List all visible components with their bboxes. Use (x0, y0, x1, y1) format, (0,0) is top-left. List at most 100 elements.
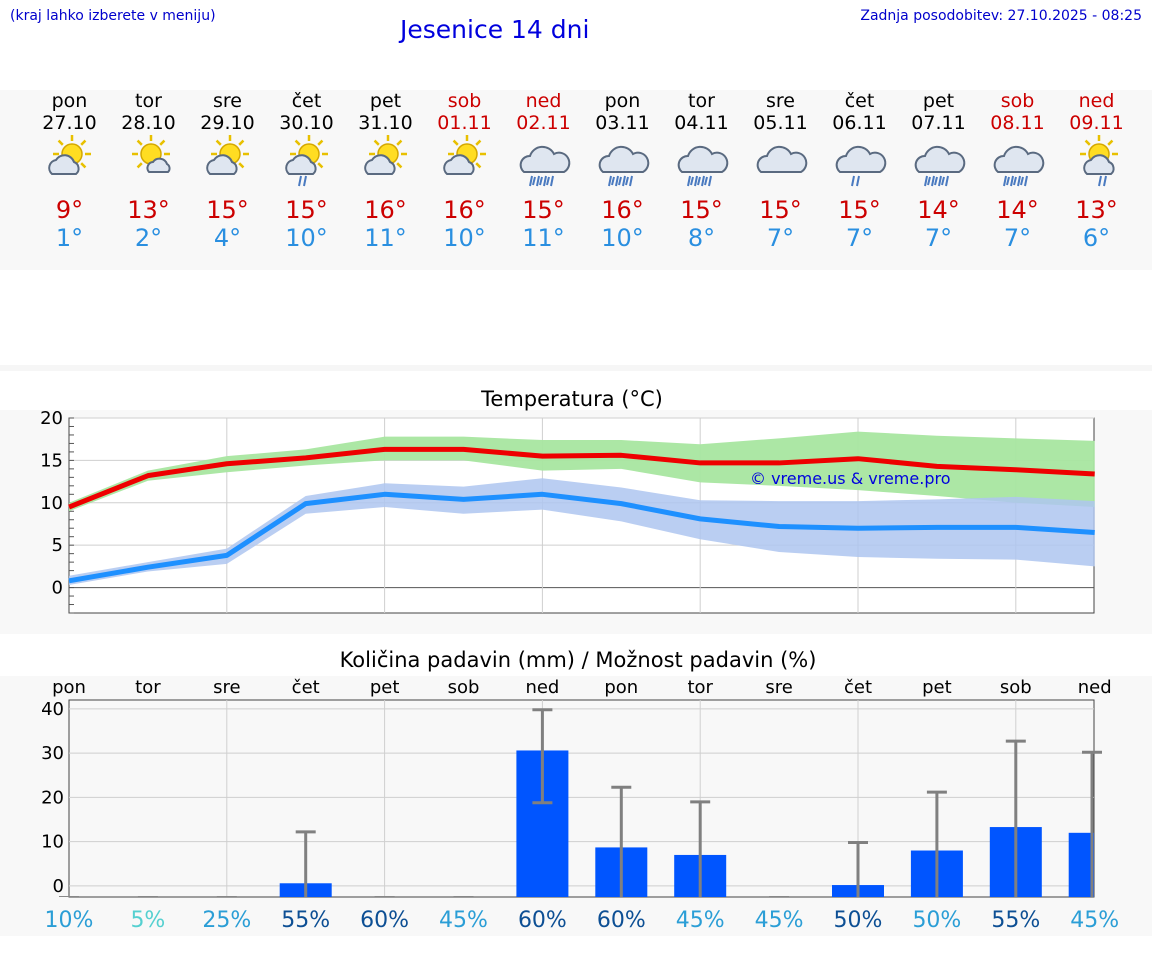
page-title: Jesenice 14 dni (400, 15, 590, 44)
precipitation-bar (1068, 832, 1094, 897)
max-temperature: 9° (55, 196, 84, 224)
precipitation-day-label: sob (448, 677, 480, 698)
day-column: sre 05.11 15° 7° (741, 90, 820, 252)
day-name: pon (51, 90, 88, 112)
sun-cloud-icon (363, 135, 407, 175)
day-date: 02.11 (516, 112, 571, 134)
precipitation-probability-label: 60% (360, 908, 409, 933)
precipitation-tick-label: 20 (41, 787, 64, 808)
cloud-icon (756, 145, 807, 173)
cloud-light-rain-icon (835, 145, 886, 187)
min-temperature: 4° (213, 224, 242, 252)
max-temperature: 15° (285, 196, 328, 224)
precipitation-probability-label: 55% (281, 908, 330, 933)
day-column: čet 30.10 15° 10° (267, 90, 346, 252)
temperature-tick-label: 20 (40, 408, 63, 429)
min-temperature: 11° (522, 224, 565, 252)
precipitation-probability-label: 60% (597, 908, 646, 933)
min-temperature: 10° (443, 224, 486, 252)
max-temperature: 14° (917, 196, 960, 224)
precipitation-probability-label: 5% (130, 908, 165, 933)
day-column: pet 31.10 16° 11° (346, 90, 425, 252)
min-temperature: 11° (364, 224, 407, 252)
max-temperature: 13° (1075, 196, 1118, 224)
day-column: čet 06.11 15° 7° (820, 90, 899, 252)
day-column: ned 02.11 15° 11° (504, 90, 583, 252)
min-temperature-band (69, 478, 1095, 586)
min-temperature: 2° (134, 224, 163, 252)
max-temperature: 16° (601, 196, 644, 224)
sun-cloud-icon (442, 135, 486, 175)
min-temperature: 6° (1082, 224, 1111, 252)
watermark: © vreme.us & vreme.pro (750, 469, 951, 488)
day-date: 04.11 (674, 112, 729, 134)
cloud-heavy-rain-icon (519, 145, 570, 187)
precipitation-day-label: čet (844, 677, 872, 698)
day-column: pon 03.11 16° 10° (583, 90, 662, 252)
max-temperature-line (68, 446, 1095, 510)
day-date: 01.11 (437, 112, 492, 134)
day-name: sre (213, 90, 242, 112)
precipitation-probability-label: 50% (912, 908, 961, 933)
cloud-heavy-rain-icon (914, 145, 965, 187)
day-name: čet (291, 90, 322, 112)
min-temperature: 10° (601, 224, 644, 252)
max-temperature: 15° (206, 196, 249, 224)
max-temperature: 16° (443, 196, 486, 224)
day-date: 27.10 (42, 112, 97, 134)
precipitation-probability-label: 50% (834, 908, 883, 933)
min-temperature: 7° (924, 224, 953, 252)
precipitation-day-label: sre (213, 677, 240, 698)
precipitation-day-label: tor (135, 677, 161, 698)
precipitation-probability-label: 45% (676, 908, 725, 933)
day-name: pon (604, 90, 641, 112)
location-menu-note: (kraj lahko izberete v meniju) (10, 8, 216, 24)
day-name: ned (1078, 90, 1115, 112)
max-temperature-band (69, 431, 1095, 512)
precipitation-day-label: pet (370, 677, 400, 698)
day-name: čet (844, 90, 875, 112)
min-temperature: 7° (766, 224, 795, 252)
min-temperature: 7° (845, 224, 874, 252)
day-column: sob 01.11 16° 10° (425, 90, 504, 252)
day-date: 31.10 (358, 112, 413, 134)
day-name: ned (525, 90, 562, 112)
day-date: 07.11 (911, 112, 966, 134)
precipitation-tick-label: 0 (53, 876, 64, 897)
day-column: sre 29.10 15° 4° (188, 90, 267, 252)
sun-cloud-rain-icon (284, 135, 328, 187)
precipitation-day-label: pon (52, 677, 86, 698)
max-temperature: 16° (364, 196, 407, 224)
precipitation-day-label: ned (525, 677, 559, 698)
day-name: tor (135, 90, 162, 112)
max-temperature: 13° (127, 196, 170, 224)
day-name: pet (922, 90, 955, 112)
day-name: pet (369, 90, 402, 112)
max-temperature: 15° (522, 196, 565, 224)
day-column: ned 09.11 13° 6° (1057, 90, 1136, 252)
day-name: tor (688, 90, 715, 112)
day-name: sob (1000, 90, 1035, 112)
precipitation-probability-label: 55% (991, 908, 1040, 933)
precipitation-probability-label: 60% (518, 908, 567, 933)
cloud-heavy-rain-icon (677, 145, 728, 187)
cloud-heavy-rain-icon (598, 145, 649, 187)
day-date: 05.11 (753, 112, 808, 134)
temperature-tick-label: 10 (40, 493, 63, 514)
max-temperature: 15° (838, 196, 881, 224)
temperature-tick-label: 5 (52, 535, 63, 556)
day-date: 06.11 (832, 112, 887, 134)
sun-small-cloud-icon (131, 135, 171, 173)
day-column: sob 08.11 14° 7° (978, 90, 1057, 252)
max-temperature: 15° (759, 196, 802, 224)
sun-cloud-icon (205, 135, 249, 175)
precipitation-tick-label: 40 (41, 699, 64, 720)
cloud-heavy-rain-icon (993, 145, 1044, 187)
precipitation-day-label: ned (1078, 677, 1112, 698)
day-date: 30.10 (279, 112, 334, 134)
precipitation-tick-label: 10 (41, 832, 64, 853)
max-temperature: 14° (996, 196, 1039, 224)
day-name: sob (447, 90, 482, 112)
temperature-tick-label: 0 (52, 578, 63, 599)
